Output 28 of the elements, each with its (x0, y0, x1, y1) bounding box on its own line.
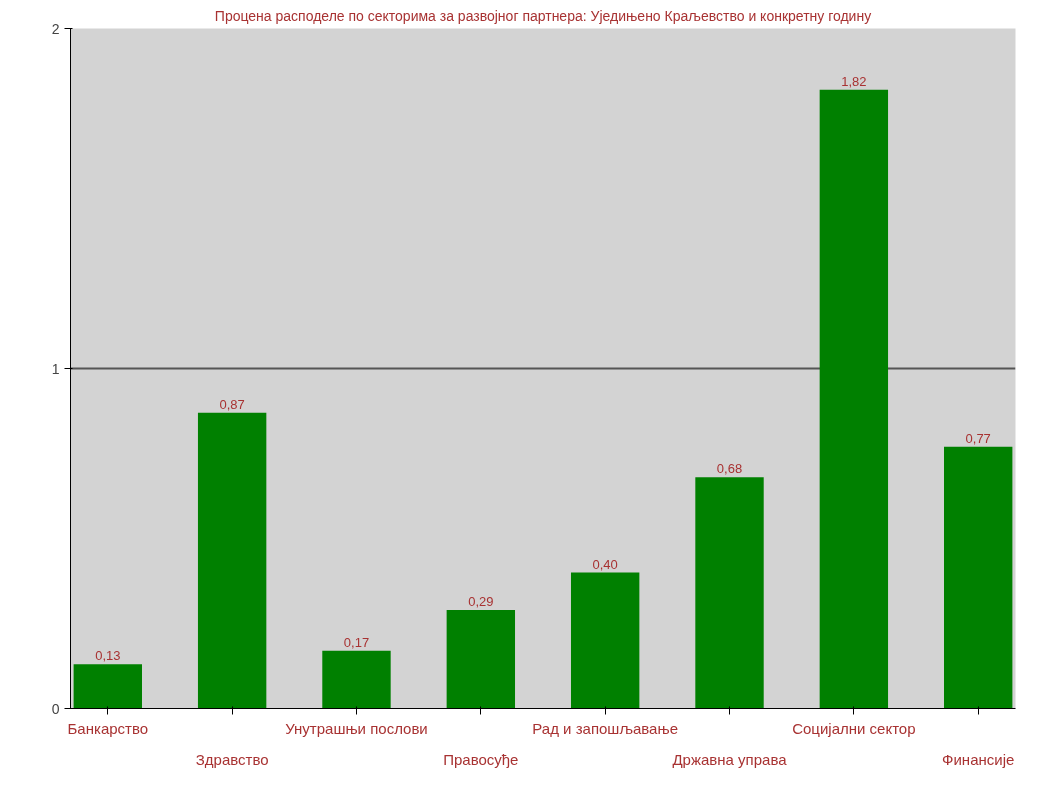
data-label: 1,82 (841, 73, 867, 89)
chart-title: Процена расподеле по секторима за развојног партнера: Уједињено Краљевство и конкретну годину (214, 7, 872, 24)
data-label: 0,40 (592, 556, 618, 572)
bar (197, 412, 267, 709)
x-tick-label: Државна управа (672, 750, 788, 768)
data-label: 0,17 (343, 634, 370, 650)
data-label: 0,77 (965, 430, 991, 446)
x-tick-label: Здравство (195, 750, 269, 768)
x-tick-label: Рад и запошљавање (532, 719, 679, 737)
y-tick-label: 0 (51, 700, 60, 717)
bar (944, 446, 1013, 709)
y-tick-label: 1 (51, 360, 60, 377)
data-label: 0,68 (716, 461, 743, 477)
bar (322, 650, 391, 709)
data-label: 0,13 (95, 648, 121, 664)
x-tick-label: Банкарство (67, 719, 149, 737)
bar (73, 664, 142, 709)
bar (695, 477, 764, 709)
x-tick-label: Финансије (942, 750, 1015, 768)
x-tick-label: Унутрашњи послови (285, 719, 428, 737)
bar (446, 609, 516, 709)
x-tick-label: Правосуђе (443, 750, 519, 768)
x-tick-label: Социјални сектор (792, 719, 916, 737)
bar (570, 572, 640, 709)
bar (819, 89, 889, 709)
y-tick-label: 2 (51, 20, 60, 37)
data-label: 0,87 (219, 396, 245, 412)
data-label: 0,29 (468, 593, 494, 609)
